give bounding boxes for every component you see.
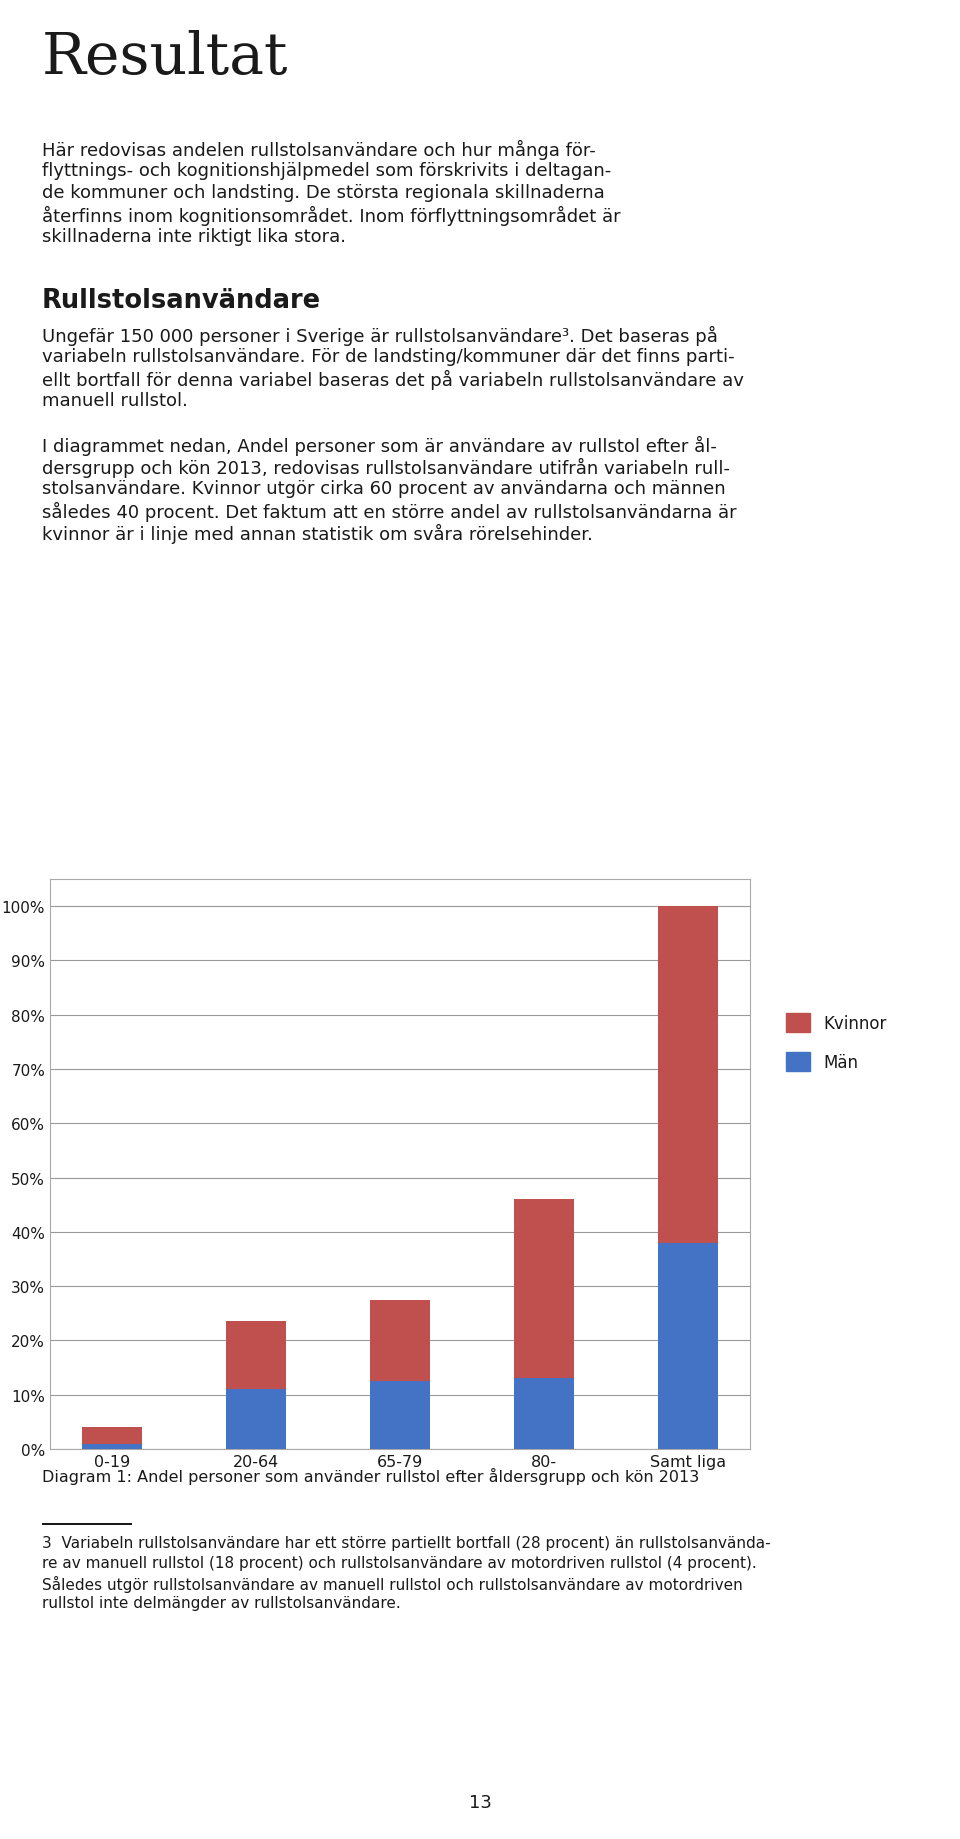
Text: Här redovisas andelen rullstolsanvändare och hur många för-: Här redovisas andelen rullstolsanvändare… bbox=[42, 140, 596, 160]
Bar bbox=[370, 1381, 430, 1449]
Bar bbox=[658, 907, 718, 1243]
Bar bbox=[370, 1300, 430, 1381]
Text: kvinnor är i linje med annan statistik om svåra rörelsehinder.: kvinnor är i linje med annan statistik o… bbox=[42, 524, 593, 544]
Text: 3  Variabeln rullstolsanvändare har ett större partiellt bortfall (28 procent) ä: 3 Variabeln rullstolsanvändare har ett s… bbox=[42, 1536, 771, 1550]
Bar bbox=[82, 1444, 142, 1449]
Text: dersgrupp och kön 2013, redovisas rullstolsanvändare utifrån variabeln rull-: dersgrupp och kön 2013, redovisas rullst… bbox=[42, 458, 730, 478]
Legend: Kvinnor, Män: Kvinnor, Män bbox=[786, 1013, 886, 1072]
Text: skillnaderna inte riktigt lika stora.: skillnaderna inte riktigt lika stora. bbox=[42, 228, 346, 246]
Bar bbox=[226, 1390, 286, 1449]
Text: således 40 procent. Det faktum att en större andel av rullstolsanvändarna är: således 40 procent. Det faktum att en st… bbox=[42, 502, 736, 522]
Text: 13: 13 bbox=[468, 1793, 492, 1811]
Text: stolsanvändare. Kvinnor utgör cirka 60 procent av användarna och männen: stolsanvändare. Kvinnor utgör cirka 60 p… bbox=[42, 480, 726, 498]
Text: flyttnings- och kognitionshjälpmedel som förskrivits i deltagan-: flyttnings- och kognitionshjälpmedel som… bbox=[42, 162, 612, 180]
Bar bbox=[658, 1243, 718, 1449]
Text: rullstol inte delmängder av rullstolsanvändare.: rullstol inte delmängder av rullstolsanv… bbox=[42, 1594, 400, 1611]
Text: Rullstolsanvändare: Rullstolsanvändare bbox=[42, 289, 322, 314]
Text: ellt bortfall för denna variabel baseras det på variabeln rullstolsanvändare av: ellt bortfall för denna variabel baseras… bbox=[42, 370, 744, 390]
Text: I diagrammet nedan, Andel personer som är användare av rullstol efter ål-: I diagrammet nedan, Andel personer som ä… bbox=[42, 436, 717, 456]
Text: återfinns inom kognitionsområdet. Inom förflyttningsområdet är: återfinns inom kognitionsområdet. Inom f… bbox=[42, 206, 620, 226]
Text: Ungefär 150 000 personer i Sverige är rullstolsanvändare³. Det baseras på: Ungefär 150 000 personer i Sverige är ru… bbox=[42, 326, 718, 346]
Text: Således utgör rullstolsanvändare av manuell rullstol och rullstolsanvändare av m: Således utgör rullstolsanvändare av manu… bbox=[42, 1576, 743, 1593]
Text: Diagram 1: Andel personer som använder rullstol efter åldersgrupp och kön 2013: Diagram 1: Andel personer som använder r… bbox=[42, 1468, 699, 1484]
Text: Resultat: Resultat bbox=[42, 29, 289, 86]
Bar bbox=[514, 1379, 574, 1449]
Text: variabeln rullstolsanvändare. För de landsting/kommuner där det finns parti-: variabeln rullstolsanvändare. För de lan… bbox=[42, 348, 734, 366]
Bar bbox=[82, 1427, 142, 1444]
Text: re av manuell rullstol (18 procent) och rullstolsanvändare av motordriven rullst: re av manuell rullstol (18 procent) och … bbox=[42, 1556, 756, 1571]
Text: manuell rullstol.: manuell rullstol. bbox=[42, 392, 188, 410]
Text: de kommuner och landsting. De största regionala skillnaderna: de kommuner och landsting. De största re… bbox=[42, 184, 605, 202]
Bar bbox=[226, 1322, 286, 1390]
Bar bbox=[514, 1199, 574, 1379]
